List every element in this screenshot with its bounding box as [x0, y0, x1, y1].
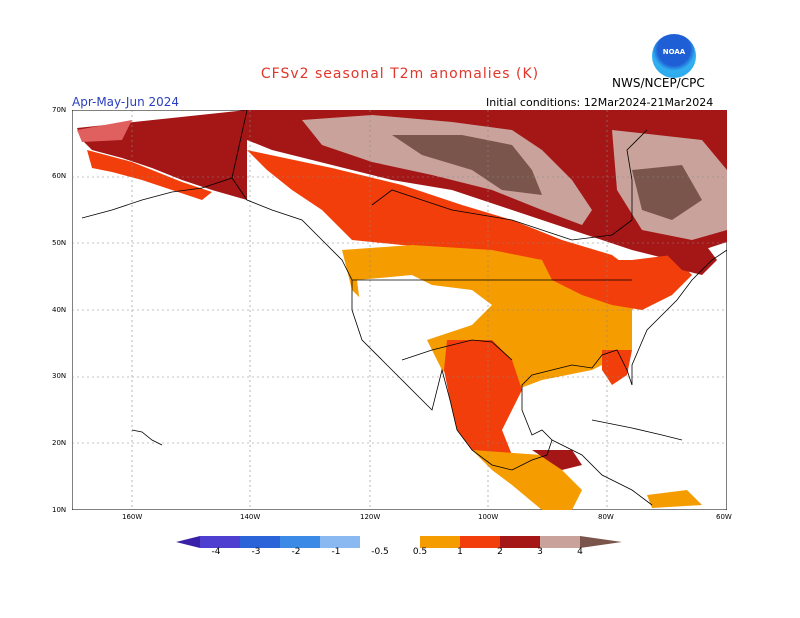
colorbar-swatch-8 [500, 536, 540, 548]
shade-mexico-red [444, 340, 532, 465]
lat-label-60n: 60N [52, 172, 67, 180]
shade-canada-brown [392, 135, 542, 195]
season-label: Apr-May-Jun 2024 [72, 95, 180, 109]
lon-label-60w: 60W [716, 513, 732, 521]
noaa-logo-icon: NOAA [652, 34, 696, 78]
lon-label-140w: 140W [240, 513, 261, 521]
shade-canada-tan [302, 115, 592, 225]
colorbar-swatch-9 [540, 536, 580, 548]
shade-quebec-brown [632, 165, 702, 220]
colorbar-label-1: 1 [457, 547, 463, 557]
shade-us-west-white [357, 275, 492, 345]
shade-ne-us-dark [662, 240, 717, 275]
colorbar-label-3: 3 [537, 547, 543, 557]
graticule [72, 110, 727, 510]
colorbar-label-neg05: -0.5 [371, 547, 389, 557]
colorbar-label-neg4: -4 [211, 547, 221, 557]
shade-alaska-pink [77, 120, 132, 142]
colorbar-swatch-7 [460, 536, 500, 548]
lon-label-160w: 160W [122, 513, 143, 521]
colorbar-swatch-2 [240, 536, 280, 548]
colorbar-label-2: 2 [497, 547, 503, 557]
shade-ne-us-red [542, 255, 692, 310]
colorbar-swatch-5 [360, 536, 420, 548]
logo-text: NOAA [662, 48, 686, 56]
lon-label-100w: 100W [478, 513, 499, 521]
lat-label-20n: 20N [52, 439, 67, 447]
lat-label-30n: 30N [52, 372, 67, 380]
lat-label-70n: 70N [52, 106, 67, 114]
anomaly-shading [77, 110, 727, 510]
colorbar [176, 536, 622, 548]
colorbar-label-neg3: -3 [251, 547, 261, 557]
map-title: CFSv2 seasonal T2m anomalies (K) [260, 66, 540, 82]
lat-label-50n: 50N [52, 239, 67, 247]
colorbar-swatch-6 [420, 536, 460, 548]
agency-label: NWS/NCEP/CPC [612, 76, 705, 90]
colorbar-swatch-3 [280, 536, 320, 548]
colorbar-label-neg2: -2 [291, 547, 301, 557]
colorbar-label-4: 4 [577, 547, 583, 557]
shade-alaska-red [87, 150, 212, 200]
colorbar-left-arrow [176, 536, 200, 548]
colorbar-swatch-4 [320, 536, 360, 548]
shade-caribbean-orange [647, 490, 702, 508]
coastlines [81, 110, 727, 506]
lat-label-40n: 40N [52, 306, 67, 314]
lon-label-120w: 120W [360, 513, 381, 521]
colorbar-label-neg1: -1 [331, 547, 341, 557]
lat-label-10n: 10N [52, 506, 67, 514]
shade-southeast-red [602, 350, 632, 385]
colorbar-swatch-1 [200, 536, 240, 548]
initial-conditions-label: Initial conditions: 12Mar2024-21Mar2024 [486, 96, 714, 109]
colorbar-label-05: 0.5 [412, 547, 428, 557]
shade-central-america-dark [532, 450, 582, 470]
lon-label-80w: 80W [598, 513, 614, 521]
colorbar-right-arrow [580, 536, 622, 548]
shade-canada-red [247, 150, 632, 275]
anomaly-map [72, 110, 727, 510]
